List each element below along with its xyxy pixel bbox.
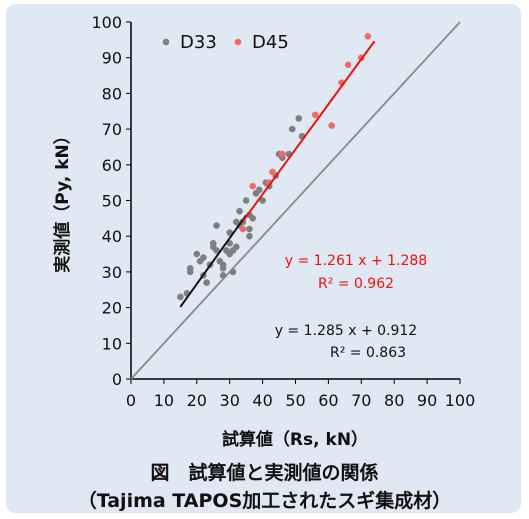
data-point-d45 — [249, 182, 257, 190]
data-point-d45 — [239, 225, 247, 233]
x-tick-label: 50 — [285, 391, 305, 410]
data-point-d33 — [193, 250, 201, 258]
x-tick-label: 20 — [187, 391, 207, 410]
x-tick-label: 60 — [318, 391, 338, 410]
y-tick-label: 0 — [112, 370, 122, 389]
data-point-d33 — [186, 265, 194, 272]
data-point-d45 — [269, 168, 276, 176]
fit-r2-d33: R² = 0.863 — [330, 345, 406, 361]
fit-annotations: y = 1.285 x + 0.912 R² = 0.863 y = 1.261 x… — [275, 253, 427, 361]
x-tick-label: 100 — [445, 391, 476, 410]
x-tick-label: 0 — [126, 391, 136, 410]
axes — [126, 21, 461, 384]
data-point-d33 — [213, 247, 220, 254]
figure-caption-title: 図 試算値と実測値の関係 — [150, 462, 379, 484]
data-point-d33 — [177, 293, 184, 301]
reference-line — [130, 21, 461, 380]
fit-equation-d45: y = 1.261 x + 1.288 — [285, 253, 427, 269]
y-tick-label: 20 — [102, 299, 122, 318]
reference-line-group — [130, 21, 461, 380]
data-point-d33 — [236, 207, 243, 215]
data-point-d45 — [328, 122, 335, 129]
x-tick-label: 90 — [417, 391, 437, 410]
legend-marker-d45 — [234, 38, 242, 46]
y-tick-label: 10 — [102, 334, 122, 353]
y-axis-title: 実測値（Py, kN） — [52, 127, 73, 272]
data-point-d33 — [246, 225, 253, 233]
fit-lines — [179, 40, 376, 308]
legend-label-d33: D33 — [180, 32, 217, 53]
data-point-d33 — [213, 222, 220, 229]
y-tick-label: 70 — [102, 120, 122, 139]
data-point-d33 — [256, 186, 263, 194]
legend: D33 D45 — [162, 32, 289, 53]
data-point-d33 — [229, 268, 237, 276]
data-point-d33 — [219, 261, 227, 269]
data-point-d33 — [288, 125, 296, 133]
y-tick-label: 60 — [102, 156, 122, 175]
data-point-d33 — [209, 240, 217, 247]
y-tick-label: 30 — [102, 263, 122, 282]
data-point-d45 — [311, 111, 319, 119]
x-tick-label: 40 — [252, 391, 272, 410]
figure-caption-subtitle: （Tajima TAPOS加工されたスギ集成材） — [77, 490, 452, 512]
y-tick-label: 40 — [102, 227, 122, 246]
data-point-d33 — [246, 232, 253, 240]
x-tick-label: 70 — [351, 391, 371, 410]
x-tick-label: 30 — [220, 391, 240, 410]
data-point-d45 — [364, 32, 372, 40]
y-tick-label: 80 — [102, 84, 122, 103]
fit-line-d33 — [179, 214, 247, 308]
fit-line-d45 — [242, 40, 376, 222]
tick-labels: 0 10 20 30 40 50 60 70 80 90 100 0 10 20 30 40 50 60 70 80 9… — [91, 13, 475, 410]
data-point-d33 — [203, 279, 210, 286]
data-point-d33 — [219, 272, 227, 279]
y-tick-label: 50 — [102, 192, 122, 211]
data-point-d33 — [259, 197, 266, 204]
y-tick-label: 100 — [91, 13, 122, 32]
data-point-d33 — [232, 243, 240, 251]
chart-background — [6, 4, 521, 513]
legend-label-d45: D45 — [252, 32, 289, 53]
data-point-d33 — [249, 215, 257, 222]
data-point-d45 — [279, 150, 286, 158]
data-point-d33 — [242, 197, 250, 204]
fit-equation-d33: y = 1.285 x + 0.912 — [275, 323, 417, 339]
x-tick-label: 10 — [154, 391, 174, 410]
data-point-d33 — [200, 254, 207, 261]
data-point-d45 — [344, 61, 352, 69]
fit-r2-d45: R² = 0.962 — [318, 276, 394, 292]
x-axis-title: 試算値（Rs, kN） — [222, 429, 368, 450]
data-point-d33 — [295, 115, 303, 122]
legend-marker-d33 — [162, 38, 170, 46]
y-tick-label: 90 — [102, 49, 122, 68]
x-tick-label: 80 — [384, 391, 404, 410]
